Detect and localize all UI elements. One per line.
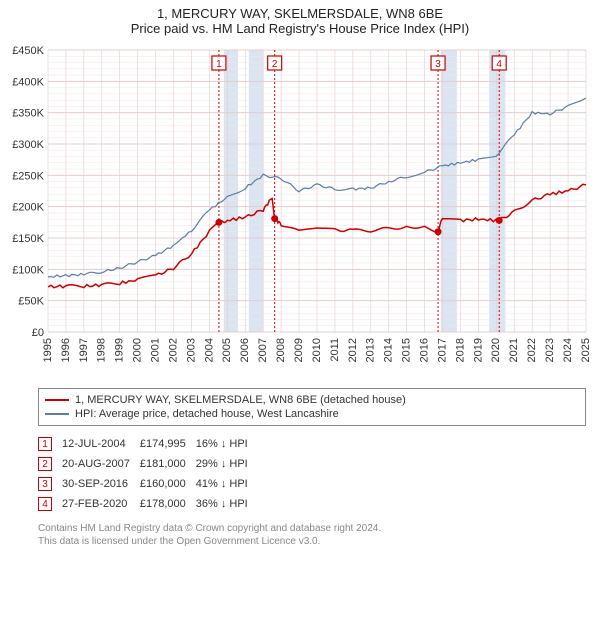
svg-text:2019: 2019 <box>472 338 484 362</box>
sales-row: 330-SEP-2016£160,00041% ↓ HPI <box>38 474 258 494</box>
sales-row: 112-JUL-2004£174,99516% ↓ HPI <box>38 434 258 454</box>
svg-text:1997: 1997 <box>78 338 90 362</box>
svg-text:£150K: £150K <box>12 233 44 245</box>
svg-text:2006: 2006 <box>239 338 251 362</box>
title-address: 1, MERCURY WAY, SKELMERSDALE, WN8 6BE <box>0 6 600 21</box>
svg-text:2018: 2018 <box>454 338 466 362</box>
svg-text:1995: 1995 <box>42 338 54 362</box>
svg-text:£250K: £250K <box>12 170 44 182</box>
svg-text:2014: 2014 <box>383 338 395 362</box>
svg-text:2003: 2003 <box>185 338 197 362</box>
svg-text:2023: 2023 <box>544 338 556 362</box>
svg-text:£200K: £200K <box>12 202 44 214</box>
sale-marker: 3 <box>38 474 62 494</box>
sales-table: 112-JUL-2004£174,99516% ↓ HPI220-AUG-200… <box>38 434 258 514</box>
legend-row: 1, MERCURY WAY, SKELMERSDALE, WN8 6BE (d… <box>45 393 579 407</box>
svg-text:2017: 2017 <box>436 338 448 362</box>
svg-text:1999: 1999 <box>114 338 126 362</box>
svg-text:£50K: £50K <box>18 296 44 308</box>
svg-text:1998: 1998 <box>96 338 108 362</box>
svg-text:2004: 2004 <box>203 338 215 362</box>
svg-text:2011: 2011 <box>329 338 341 362</box>
title-subtitle: Price paid vs. HM Land Registry's House … <box>0 21 600 36</box>
sale-delta: 41% ↓ HPI <box>196 474 258 494</box>
footer: Contains HM Land Registry data © Crown c… <box>38 522 586 548</box>
svg-text:4: 4 <box>496 59 502 70</box>
sale-date: 12-JUL-2004 <box>62 434 140 454</box>
svg-text:2001: 2001 <box>150 338 162 362</box>
svg-text:£0: £0 <box>32 327 44 339</box>
legend-label: 1, MERCURY WAY, SKELMERSDALE, WN8 6BE (d… <box>75 394 406 406</box>
footer-line: This data is licensed under the Open Gov… <box>38 535 586 548</box>
title-block: 1, MERCURY WAY, SKELMERSDALE, WN8 6BE Pr… <box>0 0 600 38</box>
svg-text:3: 3 <box>435 59 441 70</box>
sale-price: £178,000 <box>140 494 196 514</box>
sales-row: 220-AUG-2007£181,00029% ↓ HPI <box>38 454 258 474</box>
sale-marker: 4 <box>38 494 62 514</box>
svg-text:2024: 2024 <box>562 338 574 362</box>
sale-delta: 29% ↓ HPI <box>196 454 258 474</box>
svg-text:2007: 2007 <box>257 338 269 362</box>
svg-text:2002: 2002 <box>167 338 179 362</box>
svg-text:£300K: £300K <box>12 139 44 151</box>
sale-marker: 1 <box>38 434 62 454</box>
legend-swatch <box>45 413 69 415</box>
sales-row: 427-FEB-2020£178,00036% ↓ HPI <box>38 494 258 514</box>
legend-swatch <box>45 399 69 401</box>
page-root: 1, MERCURY WAY, SKELMERSDALE, WN8 6BE Pr… <box>0 0 600 620</box>
svg-text:£450K: £450K <box>12 45 44 57</box>
svg-text:2022: 2022 <box>526 338 538 362</box>
svg-text:£400K: £400K <box>12 76 44 88</box>
svg-text:1: 1 <box>216 59 222 70</box>
chart-area: £0 £50K £100K £150K £200K £250K £300K £350K £400… <box>6 42 594 382</box>
svg-text:£100K: £100K <box>12 264 44 276</box>
svg-text:£350K: £350K <box>12 108 44 120</box>
svg-text:2010: 2010 <box>311 338 323 362</box>
svg-text:2008: 2008 <box>275 338 287 362</box>
sale-date: 30-SEP-2016 <box>62 474 140 494</box>
sale-marker: 2 <box>38 454 62 474</box>
sale-price: £181,000 <box>140 454 196 474</box>
svg-text:2016: 2016 <box>419 338 431 362</box>
svg-text:2012: 2012 <box>347 338 359 362</box>
svg-text:2015: 2015 <box>401 338 413 362</box>
chart-svg: £0 £50K £100K £150K £200K £250K £300K £350K £400… <box>6 42 594 382</box>
svg-text:2021: 2021 <box>508 338 520 362</box>
sale-delta: 36% ↓ HPI <box>196 494 258 514</box>
legend: 1, MERCURY WAY, SKELMERSDALE, WN8 6BE (d… <box>38 388 586 426</box>
sale-price: £160,000 <box>140 474 196 494</box>
sale-date: 27-FEB-2020 <box>62 494 140 514</box>
svg-text:2013: 2013 <box>365 338 377 362</box>
sale-delta: 16% ↓ HPI <box>196 434 258 454</box>
svg-text:1996: 1996 <box>60 338 72 362</box>
legend-label: HPI: Average price, detached house, West… <box>75 408 339 420</box>
svg-text:2009: 2009 <box>293 338 305 362</box>
legend-row: HPI: Average price, detached house, West… <box>45 407 579 421</box>
svg-text:2: 2 <box>272 59 278 70</box>
svg-text:2005: 2005 <box>221 338 233 362</box>
footer-line: Contains HM Land Registry data © Crown c… <box>38 522 586 535</box>
sale-date: 20-AUG-2007 <box>62 454 140 474</box>
svg-text:2020: 2020 <box>490 338 502 362</box>
sale-price: £174,995 <box>140 434 196 454</box>
svg-text:2000: 2000 <box>132 338 144 362</box>
svg-text:2025: 2025 <box>580 338 592 362</box>
